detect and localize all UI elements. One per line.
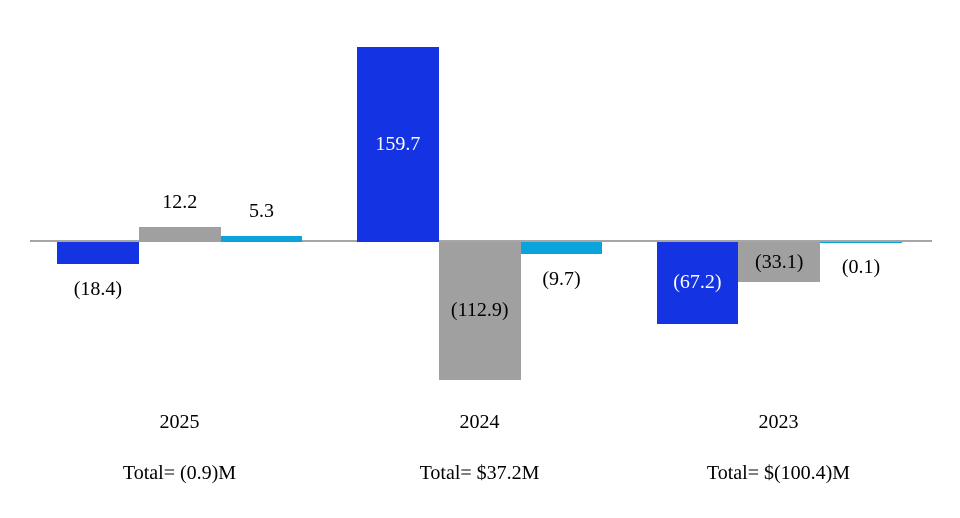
data-label-2024-cyan: (9.7) bbox=[542, 267, 581, 290]
category-label-2023: 2023 bbox=[758, 411, 799, 433]
bar-2024-cyan bbox=[520, 242, 603, 254]
total-label-2024: Total= $37.2M bbox=[419, 462, 540, 484]
zero-axis-line bbox=[30, 240, 932, 242]
data-label-2023-blue: (67.2) bbox=[673, 271, 722, 294]
bar-2025-cyan bbox=[220, 235, 303, 242]
total-label-2023: Total= $(100.4)M bbox=[706, 462, 851, 484]
bar-2024-blue bbox=[357, 47, 439, 242]
data-label-2024-gray: (112.9) bbox=[450, 299, 509, 322]
data-label-2023-cyan: (0.1) bbox=[841, 256, 881, 279]
category-label-2024: 2024 bbox=[459, 411, 500, 433]
bar-2024-gray bbox=[438, 242, 521, 380]
bar-2023-gray bbox=[738, 242, 821, 283]
data-label-2025-cyan: 5.3 bbox=[248, 199, 274, 222]
category-label-2025: 2025 bbox=[159, 411, 200, 433]
data-label-2024-blue: 159.7 bbox=[375, 133, 421, 156]
data-label-2025-gray: 12.2 bbox=[162, 191, 198, 214]
bar-2023-blue bbox=[656, 242, 739, 324]
bar-2025-gray bbox=[138, 227, 221, 242]
bar-2025-blue bbox=[57, 242, 139, 265]
total-label-2025: Total= (0.9)M bbox=[122, 462, 237, 484]
data-label-2025-blue: (18.4) bbox=[73, 278, 123, 301]
data-label-2023-gray: (33.1) bbox=[755, 250, 804, 273]
